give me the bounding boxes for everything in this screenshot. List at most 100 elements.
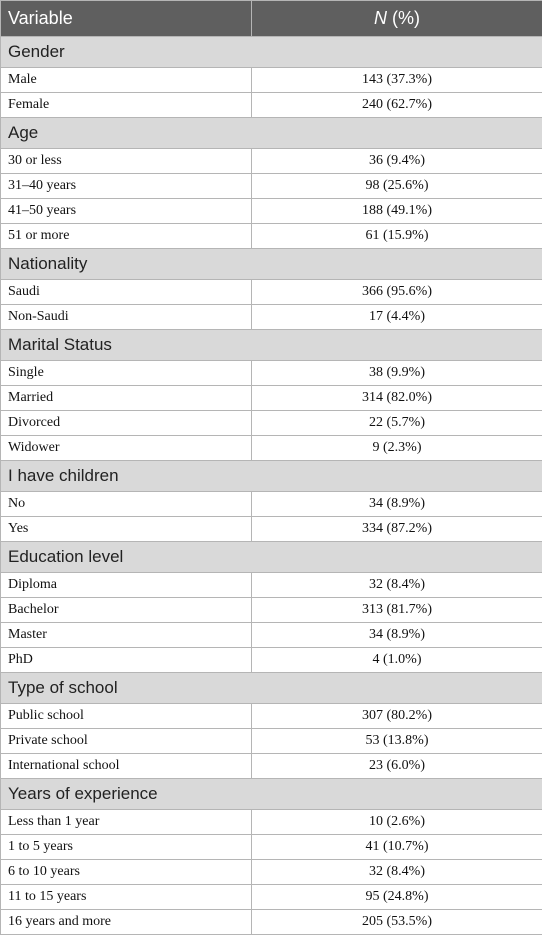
variable-cell: Less than 1 year <box>0 809 252 835</box>
data-row: PhD 4 (1.0%) <box>0 647 542 673</box>
variable-cell: PhD <box>0 647 252 673</box>
section-row: Type of school <box>0 672 542 704</box>
count-cell: 32 (8.4%) <box>251 572 542 598</box>
variable-cell: Widower <box>0 435 252 461</box>
section-row: Education level <box>0 541 542 573</box>
section-title: Years of experience <box>0 778 542 810</box>
section-title: Marital Status <box>0 329 542 361</box>
count-cell: 334 (87.2%) <box>251 516 542 542</box>
section-row: Age <box>0 117 542 149</box>
data-row: Diploma 32 (8.4%) <box>0 572 542 598</box>
section-title: I have children <box>0 460 542 492</box>
variable-cell: Yes <box>0 516 252 542</box>
variable-cell: Bachelor <box>0 597 252 623</box>
count-cell: 143 (37.3%) <box>251 67 542 93</box>
section-title: Education level <box>0 541 542 573</box>
count-cell: 314 (82.0%) <box>251 385 542 411</box>
variable-cell: 11 to 15 years <box>0 884 252 910</box>
section-row: Nationality <box>0 248 542 280</box>
data-row: 31–40 years 98 (25.6%) <box>0 173 542 199</box>
header-row: Variable N (%) <box>0 0 542 37</box>
count-cell: 23 (6.0%) <box>251 753 542 779</box>
variable-cell: 31–40 years <box>0 173 252 199</box>
count-cell: 366 (95.6%) <box>251 279 542 305</box>
count-cell: 10 (2.6%) <box>251 809 542 835</box>
variable-cell: Private school <box>0 728 252 754</box>
data-row: Male 143 (37.3%) <box>0 67 542 93</box>
variable-cell: Master <box>0 622 252 648</box>
data-row: Single 38 (9.9%) <box>0 360 542 386</box>
section-row: Gender <box>0 36 542 68</box>
variable-cell: Diploma <box>0 572 252 598</box>
count-cell: 34 (8.9%) <box>251 622 542 648</box>
count-cell: 61 (15.9%) <box>251 223 542 249</box>
count-cell: 95 (24.8%) <box>251 884 542 910</box>
data-row: 6 to 10 years 32 (8.4%) <box>0 859 542 885</box>
data-row: Widower 9 (2.3%) <box>0 435 542 461</box>
count-cell: 9 (2.3%) <box>251 435 542 461</box>
data-row: Bachelor 313 (81.7%) <box>0 597 542 623</box>
data-row: 51 or more 61 (15.9%) <box>0 223 542 249</box>
data-row: 16 years and more 205 (53.5%) <box>0 909 542 935</box>
data-row: Public school 307 (80.2%) <box>0 703 542 729</box>
count-cell: 38 (9.9%) <box>251 360 542 386</box>
variable-cell: Public school <box>0 703 252 729</box>
data-row: Yes 334 (87.2%) <box>0 516 542 542</box>
section-title: Nationality <box>0 248 542 280</box>
count-cell: 307 (80.2%) <box>251 703 542 729</box>
data-row: Less than 1 year 10 (2.6%) <box>0 809 542 835</box>
data-row: Master 34 (8.9%) <box>0 622 542 648</box>
variable-cell: 6 to 10 years <box>0 859 252 885</box>
variable-cell: Married <box>0 385 252 411</box>
variable-cell: 51 or more <box>0 223 252 249</box>
variable-cell: International school <box>0 753 252 779</box>
variable-cell: 16 years and more <box>0 909 252 935</box>
data-row: No 34 (8.9%) <box>0 491 542 517</box>
data-row: Private school 53 (13.8%) <box>0 728 542 754</box>
data-row: 41–50 years 188 (49.1%) <box>0 198 542 224</box>
variable-cell: 30 or less <box>0 148 252 174</box>
count-cell: 17 (4.4%) <box>251 304 542 330</box>
data-row: 11 to 15 years 95 (24.8%) <box>0 884 542 910</box>
section-row: Marital Status <box>0 329 542 361</box>
variable-cell: Female <box>0 92 252 118</box>
count-cell: 188 (49.1%) <box>251 198 542 224</box>
count-cell: 205 (53.5%) <box>251 909 542 935</box>
variable-cell: Non-Saudi <box>0 304 252 330</box>
data-row: 1 to 5 years 41 (10.7%) <box>0 834 542 860</box>
count-cell: 41 (10.7%) <box>251 834 542 860</box>
variable-cell: Saudi <box>0 279 252 305</box>
variable-cell: Divorced <box>0 410 252 436</box>
count-cell: 53 (13.8%) <box>251 728 542 754</box>
variable-cell: Male <box>0 67 252 93</box>
data-row: Female 240 (62.7%) <box>0 92 542 118</box>
variable-cell: 1 to 5 years <box>0 834 252 860</box>
count-cell: 32 (8.4%) <box>251 859 542 885</box>
section-row: I have children <box>0 460 542 492</box>
section-title: Age <box>0 117 542 149</box>
data-row: 30 or less 36 (9.4%) <box>0 148 542 174</box>
variable-cell: No <box>0 491 252 517</box>
header-cell: Variable <box>0 0 252 37</box>
count-cell: 34 (8.9%) <box>251 491 542 517</box>
section-title: Gender <box>0 36 542 68</box>
count-cell: 36 (9.4%) <box>251 148 542 174</box>
count-cell: 22 (5.7%) <box>251 410 542 436</box>
section-row: Years of experience <box>0 778 542 810</box>
data-row: Saudi 366 (95.6%) <box>0 279 542 305</box>
count-cell: 240 (62.7%) <box>251 92 542 118</box>
count-cell: 313 (81.7%) <box>251 597 542 623</box>
data-row: Divorced 22 (5.7%) <box>0 410 542 436</box>
count-cell: 98 (25.6%) <box>251 173 542 199</box>
section-title: Type of school <box>0 672 542 704</box>
count-cell: 4 (1.0%) <box>251 647 542 673</box>
data-row: Married 314 (82.0%) <box>0 385 542 411</box>
data-row: Non-Saudi 17 (4.4%) <box>0 304 542 330</box>
variable-cell: Single <box>0 360 252 386</box>
header-text: N (%) <box>374 8 420 28</box>
data-row: International school 23 (6.0%) <box>0 753 542 779</box>
header-cell: N (%) <box>251 0 542 37</box>
